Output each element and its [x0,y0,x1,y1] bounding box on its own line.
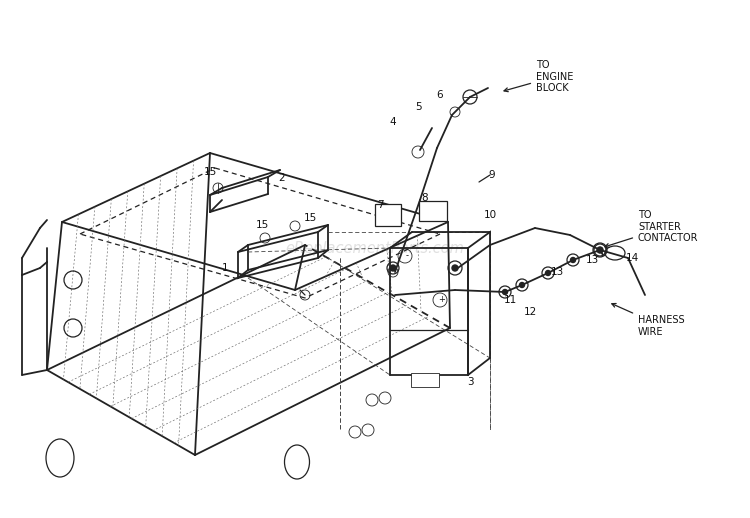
Text: 7: 7 [376,200,383,210]
Text: 1: 1 [222,263,228,273]
Circle shape [545,270,550,276]
Circle shape [598,248,602,252]
Circle shape [452,265,458,271]
FancyBboxPatch shape [411,373,439,387]
Text: eReplacementParts.com: eReplacementParts.com [286,241,464,256]
Text: 14: 14 [626,253,638,263]
Text: 4: 4 [390,117,396,127]
Text: 11: 11 [503,295,517,305]
Text: +: + [439,295,446,305]
Text: 13: 13 [550,267,564,277]
Text: -: - [406,252,409,261]
Text: 15: 15 [303,213,316,223]
Circle shape [597,247,603,253]
Text: 2: 2 [279,173,285,183]
Text: 3: 3 [466,377,473,387]
Text: TO
ENGINE
BLOCK: TO ENGINE BLOCK [504,60,573,93]
Text: 15: 15 [255,220,268,230]
Text: HARNESS
WIRE: HARNESS WIRE [612,304,685,337]
Text: 15: 15 [203,167,217,177]
Text: 5: 5 [415,102,422,112]
Text: TO
STARTER
CONTACTOR: TO STARTER CONTACTOR [605,210,698,248]
Text: 13: 13 [585,255,598,265]
Circle shape [503,290,508,295]
Circle shape [571,257,575,263]
Text: 10: 10 [484,210,496,220]
FancyBboxPatch shape [375,204,401,226]
Text: 12: 12 [524,307,537,317]
Text: 6: 6 [436,90,443,100]
Text: 8: 8 [422,193,428,203]
Text: 9: 9 [489,170,495,180]
Circle shape [520,282,524,287]
Circle shape [390,265,396,271]
FancyBboxPatch shape [419,201,447,221]
